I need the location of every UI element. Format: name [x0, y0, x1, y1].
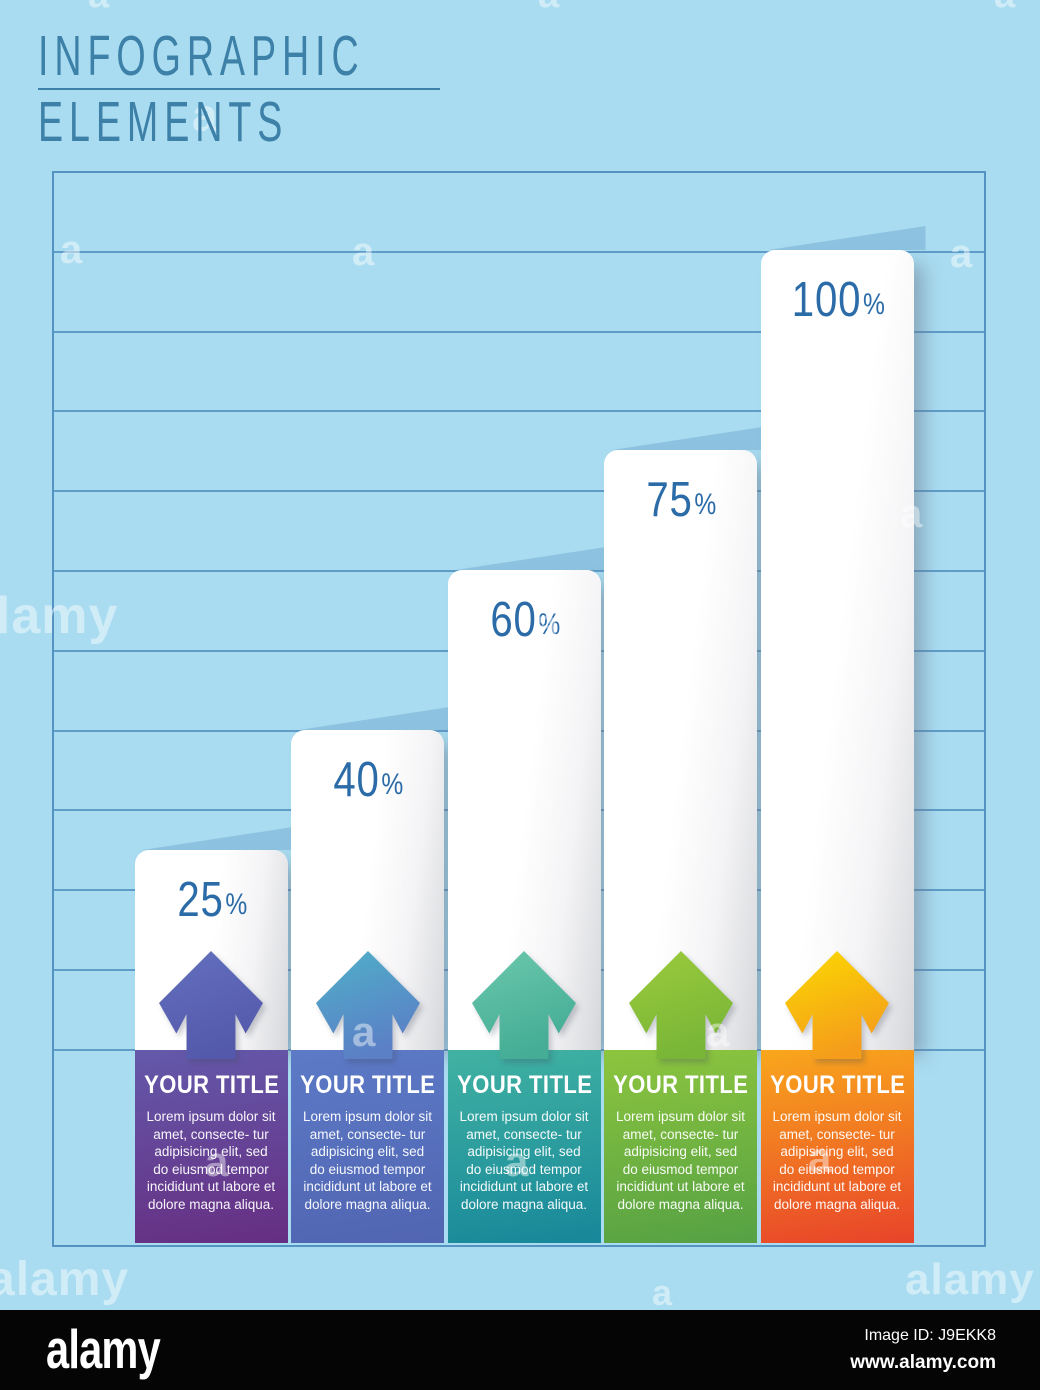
category-title: YOUR TITLE	[769, 1071, 905, 1099]
watermark-text: a	[88, 0, 110, 17]
bar-value-label: 75%	[646, 473, 717, 527]
watermark-text: a	[994, 0, 1016, 17]
category-description: Lorem ipsum dolor sit amet, consecte- tu…	[146, 1109, 276, 1212]
category-block: YOUR TITLE Lorem ipsum dolor sit amet, c…	[604, 1050, 757, 1243]
watermark-text: a	[652, 1272, 674, 1313]
category-description: Lorem ipsum dolor sit amet, consecte- tu…	[302, 1109, 433, 1212]
bar-25: 25%	[134, 850, 288, 1050]
category-title: YOUR TITLE	[613, 1071, 749, 1099]
category-block: YOUR TITLE Lorem ipsum dolor sit amet, c…	[291, 1050, 444, 1243]
bar-value-label: 100%	[791, 273, 885, 327]
bar-75: 75%	[604, 450, 757, 1050]
up-arrow-icon	[159, 951, 263, 1059]
category-block: YOUR TITLE Lorem ipsum dolor sit amet, c…	[447, 1050, 601, 1243]
gridline	[54, 250, 984, 253]
category-title: YOUR TITLE	[143, 1071, 279, 1099]
category-block: YOUR TITLE Lorem ipsum dolor sit amet, c…	[134, 1050, 288, 1243]
alamy-logo: alamy	[46, 1319, 161, 1381]
category-title: YOUR TITLE	[300, 1071, 436, 1099]
gridline	[54, 490, 984, 493]
watermark-text: alamy	[0, 1253, 130, 1306]
up-arrow-icon	[785, 951, 889, 1059]
bar-value-label: 25%	[176, 873, 247, 927]
bar-group-60: 60% YOUR TITLE Lorem ipsum dolor sit ame…	[447, 171, 601, 1247]
gridline	[54, 410, 984, 413]
image-id-text: Image ID: J9EKK8	[864, 1326, 996, 1344]
category-description: Lorem ipsum dolor sit amet, consecte- tu…	[615, 1109, 746, 1212]
category-description: Lorem ipsum dolor sit amet, consecte- tu…	[459, 1109, 589, 1212]
up-arrow-icon	[628, 951, 733, 1059]
bar-group-25: 25% YOUR TITLE Lorem ipsum dolor sit ame…	[134, 171, 288, 1247]
bar-value-label: 40%	[333, 753, 404, 807]
alamy-url-text: www.alamy.com	[850, 1351, 996, 1373]
category-title: YOUR TITLE	[456, 1071, 592, 1099]
category-block: YOUR TITLE Lorem ipsum dolor sit amet, c…	[760, 1050, 914, 1243]
title-line-1: INFOGRAPHIC	[38, 24, 365, 88]
bar-value-label: 60%	[489, 593, 560, 647]
title-underline	[38, 88, 440, 90]
page-title: INFOGRAPHIC ELEMENTS	[38, 26, 533, 152]
footer-info: Image ID: J9EKK8 www.alamy.com	[850, 1327, 996, 1374]
title-line-2: ELEMENTS	[38, 90, 289, 154]
bar-group-75: 75% YOUR TITLE Lorem ipsum dolor sit ame…	[604, 171, 757, 1247]
bar-group-100: 100% YOUR TITLE Lorem ipsum dolor sit am…	[760, 171, 914, 1247]
bar-100: 100%	[760, 250, 914, 1050]
gridline	[54, 330, 984, 333]
watermark-text: a	[538, 0, 560, 17]
up-arrow-icon	[315, 951, 420, 1059]
bar-60: 60%	[447, 570, 601, 1050]
category-description: Lorem ipsum dolor sit amet, consecte- tu…	[772, 1109, 902, 1212]
up-arrow-icon	[472, 951, 576, 1059]
bar-group-40: 40% YOUR TITLE Lorem ipsum dolor sit ame…	[291, 171, 444, 1247]
watermark-text: alamy	[905, 1255, 1035, 1304]
alamy-footer-bar: alamy Image ID: J9EKK8 www.alamy.com	[0, 1310, 1040, 1390]
